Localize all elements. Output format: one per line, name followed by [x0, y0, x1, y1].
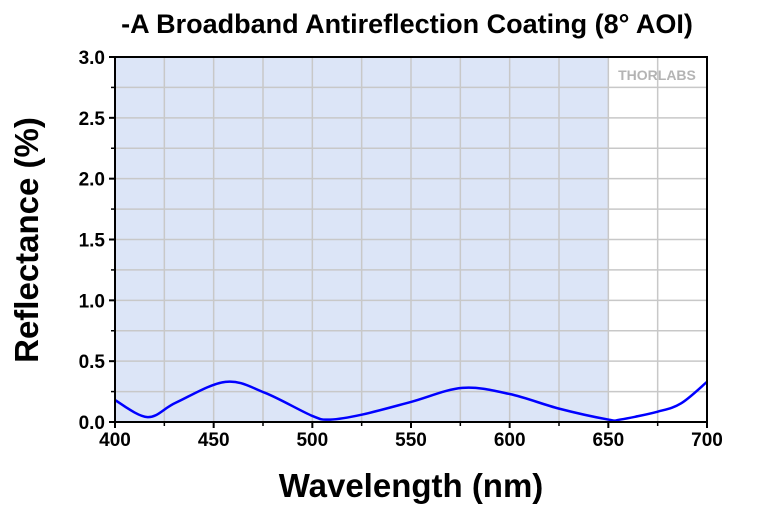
x-tick-label: 400: [99, 430, 131, 451]
x-tick-label: 450: [198, 430, 230, 451]
y-tick-label: 0.5: [79, 352, 106, 373]
thorlabs-watermark: THORLABS: [618, 67, 696, 83]
x-axis-label: Wavelength (nm): [279, 467, 544, 504]
y-tick-label: 1.5: [79, 231, 106, 252]
x-tick-label: 600: [494, 430, 526, 451]
y-tick-label: 3.0: [79, 48, 105, 69]
x-tick-label: 700: [691, 430, 723, 451]
y-axis-label: Reflectance (%): [8, 117, 45, 363]
reflectance-series-line: [114, 380, 708, 422]
y-tick-label: 2.0: [79, 170, 105, 191]
x-tick-label: 550: [395, 430, 427, 451]
y-tick-label: 1.0: [79, 291, 105, 312]
y-tick-label: 0.0: [79, 413, 105, 434]
chart-title: -A Broadband Antireflection Coating (8° …: [121, 9, 693, 39]
x-tick-label: 500: [296, 430, 328, 451]
y-tick-label: 2.5: [79, 109, 106, 130]
x-tick-label: 650: [592, 430, 624, 451]
